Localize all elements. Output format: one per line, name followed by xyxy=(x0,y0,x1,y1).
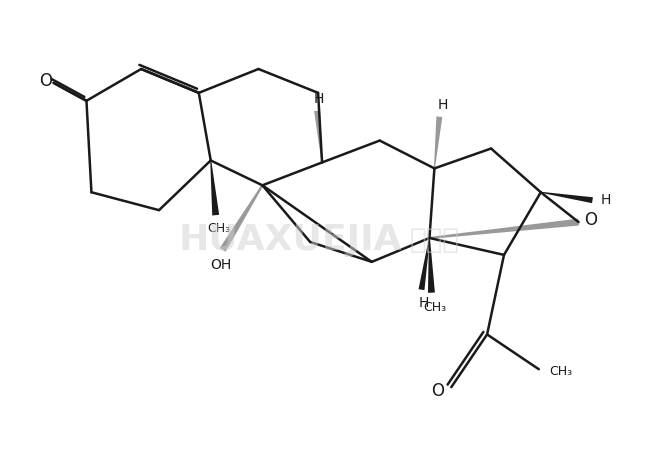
Polygon shape xyxy=(540,192,593,203)
Text: HUAXUEJIA: HUAXUEJIA xyxy=(178,223,402,257)
Polygon shape xyxy=(314,110,323,163)
Text: O: O xyxy=(584,211,597,229)
Polygon shape xyxy=(430,219,579,239)
Polygon shape xyxy=(434,117,442,168)
Text: 化学加: 化学加 xyxy=(409,226,460,254)
Text: H: H xyxy=(418,296,429,310)
Polygon shape xyxy=(428,238,435,293)
Text: CH₃: CH₃ xyxy=(423,301,446,314)
Text: O: O xyxy=(39,72,52,90)
Text: CH₃: CH₃ xyxy=(207,221,230,235)
Text: O: O xyxy=(431,382,444,400)
Text: CH₃: CH₃ xyxy=(549,365,572,378)
Polygon shape xyxy=(220,185,263,252)
Text: H: H xyxy=(314,92,324,106)
Polygon shape xyxy=(419,238,430,290)
Text: OH: OH xyxy=(210,258,231,272)
Text: H: H xyxy=(601,193,611,207)
Text: H: H xyxy=(437,98,448,112)
Polygon shape xyxy=(210,160,219,216)
